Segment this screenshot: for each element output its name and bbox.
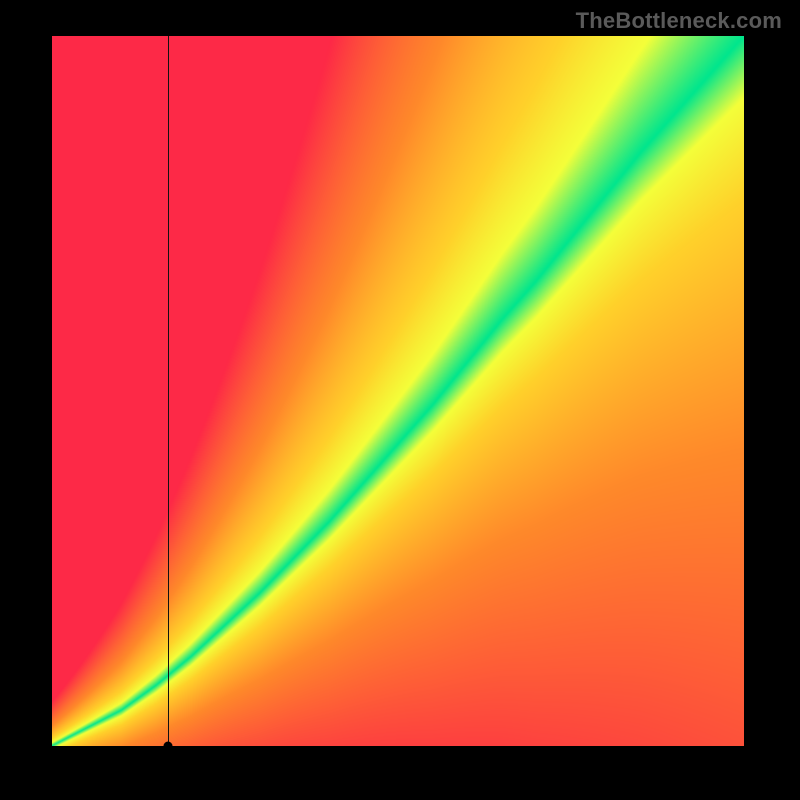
bottleneck-heatmap: [52, 36, 744, 746]
marker-dot: [164, 742, 173, 751]
watermark-label: TheBottleneck.com: [576, 8, 782, 34]
crosshair-vertical-line: [168, 36, 169, 746]
heatmap-canvas: [52, 36, 744, 746]
